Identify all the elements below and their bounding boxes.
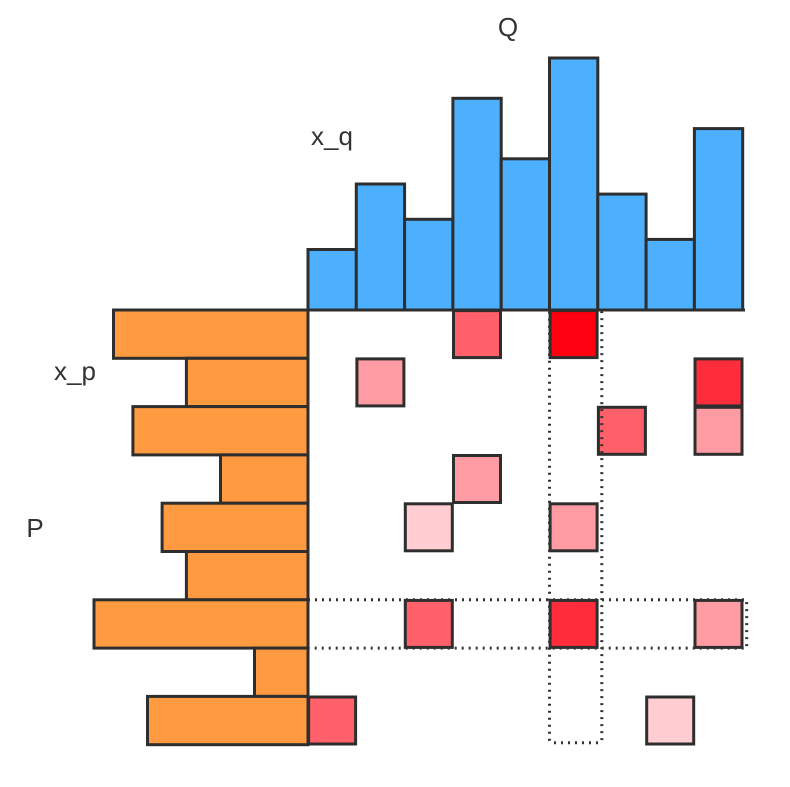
p-bar bbox=[146, 694, 310, 747]
p-bar bbox=[112, 308, 310, 360]
q-marginal-histogram bbox=[306, 56, 745, 312]
p-bar bbox=[131, 405, 310, 457]
joint-cell bbox=[452, 454, 502, 504]
highlight-column-band bbox=[548, 308, 604, 745]
q-axis-label: x_q bbox=[311, 121, 353, 151]
joint-cell bbox=[596, 405, 647, 456]
highlight-row-band bbox=[306, 598, 749, 650]
joint-cell bbox=[693, 357, 744, 408]
joint-cell bbox=[693, 405, 744, 456]
q-bar bbox=[354, 182, 407, 312]
q-bar bbox=[596, 192, 648, 312]
q-bar bbox=[644, 237, 696, 312]
q-bar bbox=[548, 56, 600, 312]
joint-cell bbox=[355, 357, 406, 408]
joint-cell bbox=[693, 598, 744, 649]
joint-cell bbox=[403, 502, 454, 553]
joint-cell bbox=[548, 598, 599, 649]
p-bar bbox=[92, 598, 310, 650]
q-bar bbox=[451, 96, 503, 312]
q-title: Q bbox=[498, 12, 518, 42]
joint-cell bbox=[645, 695, 696, 746]
joint-cell bbox=[307, 695, 358, 746]
joint-cell bbox=[548, 309, 599, 360]
p-axis-label: x_p bbox=[54, 356, 96, 386]
p-bar bbox=[184, 550, 310, 602]
q-bar bbox=[499, 157, 552, 312]
p-bar bbox=[253, 646, 310, 698]
p-bar bbox=[160, 501, 310, 554]
joint-cell bbox=[548, 502, 599, 553]
p-marginal-histogram bbox=[92, 308, 310, 747]
joint-cells bbox=[307, 309, 744, 746]
highlight-bands bbox=[306, 308, 749, 745]
joint-cell bbox=[452, 309, 502, 360]
p-title: P bbox=[26, 513, 43, 543]
p-bar bbox=[184, 356, 310, 409]
joint-cell bbox=[403, 598, 454, 649]
p-bar bbox=[219, 453, 310, 505]
q-bar bbox=[692, 127, 745, 312]
q-bar bbox=[403, 217, 455, 312]
q-bar bbox=[306, 248, 358, 312]
